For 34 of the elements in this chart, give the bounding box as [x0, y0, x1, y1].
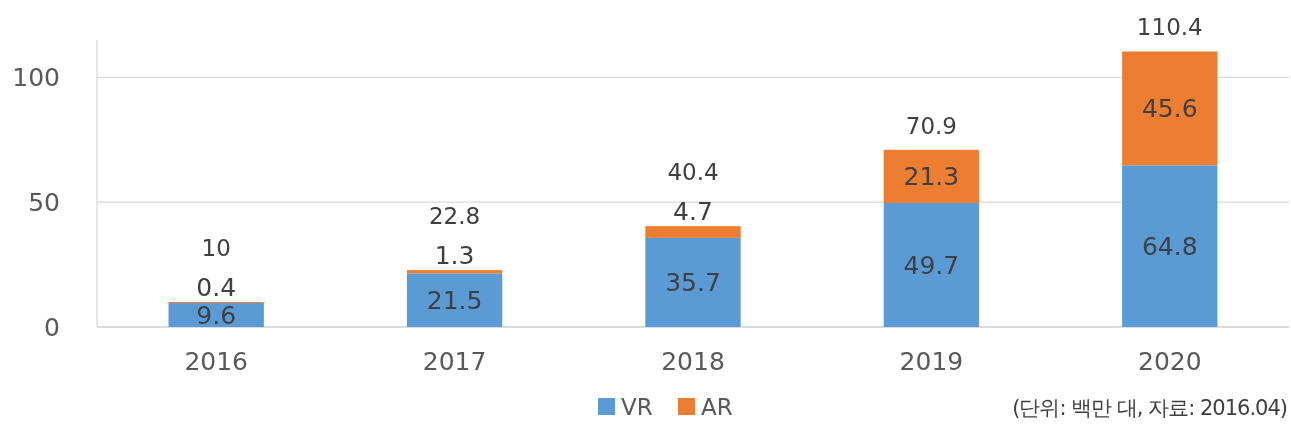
x-tick-label: 2017	[422, 347, 487, 376]
bar	[406, 270, 503, 274]
data-label: 4.7	[673, 197, 713, 227]
total-label: 10	[201, 235, 231, 262]
total-label: 110.4	[1136, 14, 1203, 41]
bar	[1122, 51, 1218, 166]
bar	[883, 149, 980, 203]
total-label: 70.9	[905, 112, 958, 139]
bar	[883, 202, 980, 327]
data-label: 0.4	[196, 273, 237, 303]
data-label: 64.8	[1141, 232, 1198, 262]
data-label: 45.6	[1141, 94, 1198, 124]
x-tick-label: 2019	[899, 347, 964, 376]
bar	[645, 226, 741, 238]
bar	[406, 273, 503, 327]
y-tick-label: 0	[44, 313, 60, 342]
y-tick-label: 50	[28, 188, 60, 218]
data-label: 21.3	[903, 162, 960, 192]
bar	[1122, 165, 1218, 327]
total-label: 22.8	[428, 203, 481, 230]
legend-label: AR	[701, 394, 733, 420]
y-tick-label: 100	[12, 63, 60, 93]
data-label: 49.7	[903, 250, 960, 280]
x-tick-label: 2016	[184, 347, 249, 376]
text: (단위: 백만 대, 자료: 2016.04)	[1012, 396, 1287, 420]
data-label: 21.5	[426, 286, 483, 316]
total-label: 40.4	[667, 159, 719, 186]
legend-label: VR	[621, 394, 653, 420]
data-label: 9.6	[196, 301, 237, 331]
x-tick-label: 2020	[1137, 347, 1202, 376]
bar	[645, 237, 741, 327]
data-label: 35.7	[665, 268, 721, 298]
data-label: 1.3	[434, 241, 475, 271]
x-tick-label: 2018	[661, 347, 725, 376]
